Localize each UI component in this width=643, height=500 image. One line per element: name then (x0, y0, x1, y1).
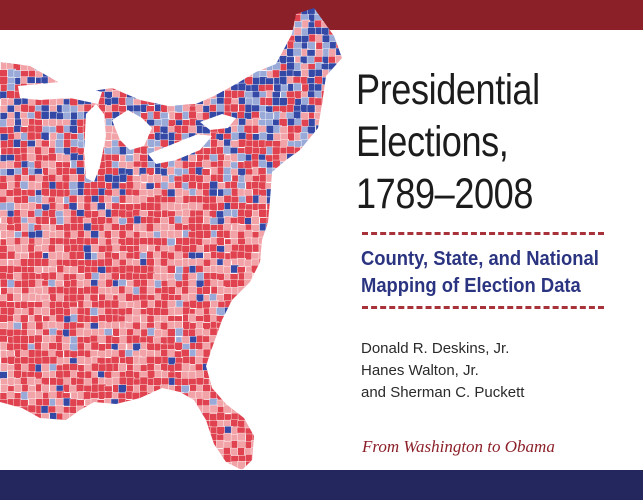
bottom-dashed-divider (362, 306, 604, 309)
top-dashed-divider (362, 232, 604, 235)
book-subtitle: County, State, and National Mapping of E… (361, 246, 609, 300)
subtitle-line-1: County, State, and National (361, 248, 599, 270)
title-line-2: Elections, (356, 118, 509, 166)
author-3: and Sherman C. Puckett (361, 384, 525, 401)
subtitle-line-2: Mapping of Election Data (361, 275, 581, 297)
author-1: Donald R. Deskins, Jr. (361, 340, 510, 357)
author-list: Donald R. Deskins, Jr. Hanes Walton, Jr.… (361, 338, 621, 404)
title-line-1: Presidential (356, 66, 540, 114)
title-line-3: 1789–2008 (356, 170, 534, 218)
bottom-color-band (0, 470, 643, 500)
author-2: Hanes Walton, Jr. (361, 362, 479, 379)
book-title: Presidential Elections, 1789–2008 (356, 64, 591, 220)
tagline: From Washington to Obama (362, 437, 555, 456)
